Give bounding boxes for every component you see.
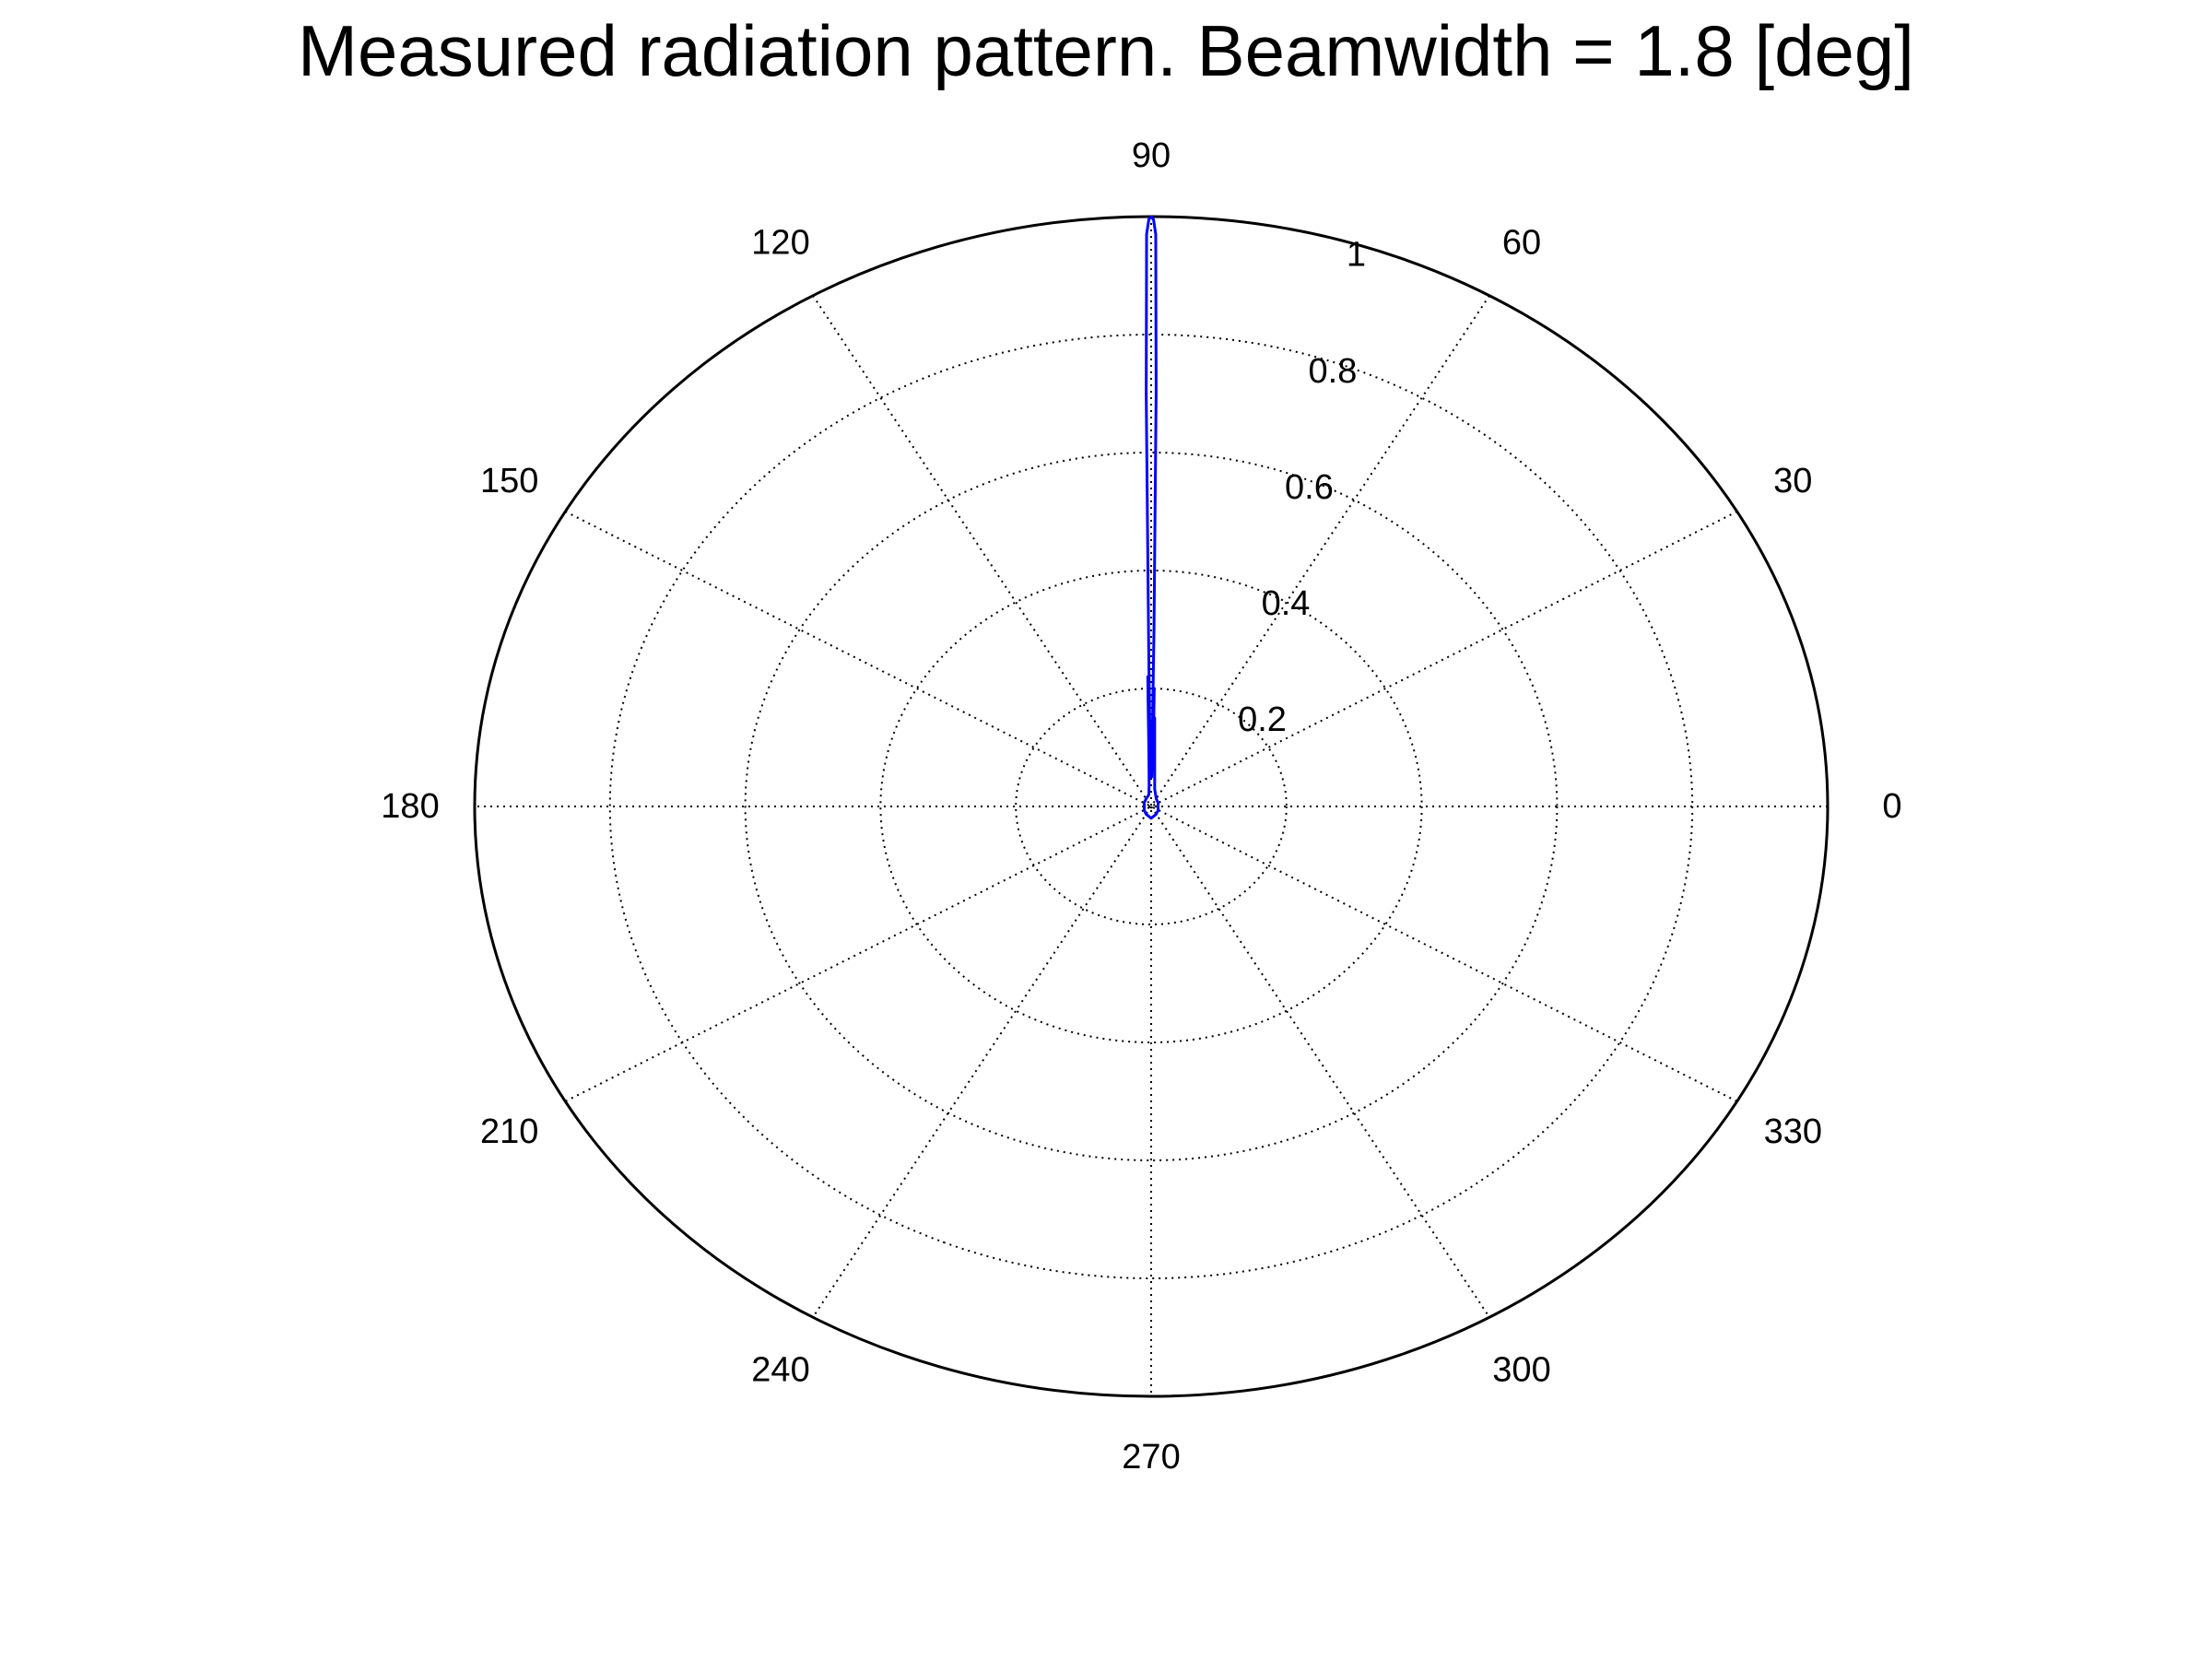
- series-line-0: [1142, 215, 1160, 820]
- angular-grid-spoke: [812, 295, 1490, 1318]
- angular-tick-label: 150: [480, 462, 538, 500]
- chart-title: Measured radiation pattern. Beamwidth = …: [298, 10, 1914, 91]
- grid-layer: [473, 215, 1830, 1398]
- angular-grid-spoke: [812, 295, 1490, 1318]
- angular-tick-label: 90: [1132, 136, 1171, 175]
- angular-tick-label: 210: [480, 1112, 538, 1151]
- angular-tick-label: 120: [751, 224, 809, 263]
- angular-tick-label: 330: [1764, 1112, 1822, 1151]
- radial-grid-ring: [879, 570, 1423, 1043]
- radial-tick-label: 0.6: [1285, 468, 1334, 507]
- radial-tick-label: 1: [1347, 236, 1366, 275]
- radial-grid-ring: [608, 334, 1694, 1279]
- angular-tick-label: 60: [1502, 224, 1541, 263]
- radial-tick-label: 0.2: [1238, 700, 1287, 739]
- radial-grid-ring: [1015, 688, 1288, 925]
- angular-tick-label: 180: [381, 787, 439, 826]
- angular-tick-label: 240: [751, 1350, 809, 1389]
- radial-tick-label: 0.4: [1262, 584, 1311, 623]
- angular-tick-label: 270: [1122, 1438, 1180, 1477]
- radial-tick-label: 0.8: [1309, 352, 1358, 391]
- series-layer: [1142, 215, 1160, 820]
- label-layer: 0 30 60 90 120 150 180 210 240 270 300 330 0.2 0.4 0.6…: [381, 136, 1901, 1477]
- angular-tick-label: 30: [1773, 462, 1812, 500]
- angular-tick-label: 300: [1492, 1350, 1550, 1389]
- angular-tick-label: 0: [1882, 787, 1901, 826]
- radial-grid-ring: [744, 452, 1559, 1161]
